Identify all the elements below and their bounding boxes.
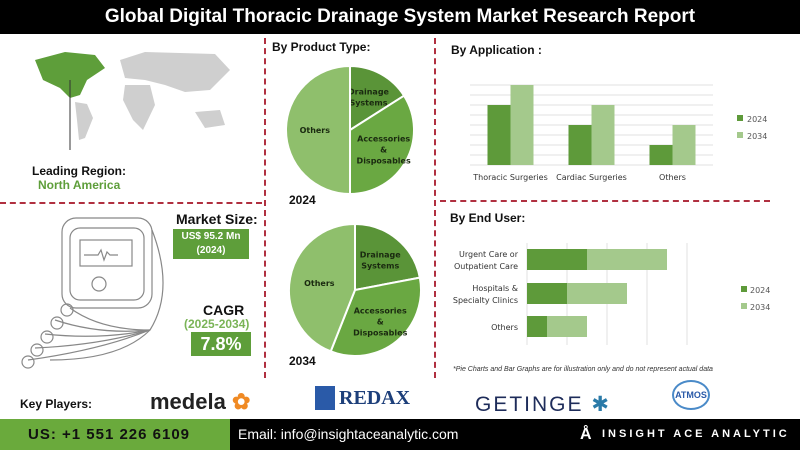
bar: [649, 145, 673, 165]
disclaimer-note: *Pie Charts and Bar Graphs are for illus…: [453, 366, 713, 373]
cagr-period: (2025-2034): [184, 317, 250, 331]
product-type-title: By Product Type:: [272, 40, 371, 54]
legend-label: 2024: [750, 286, 770, 295]
atmos-logo: ATMOS: [672, 380, 710, 410]
pie-slice: [288, 222, 356, 353]
pie-slice: [349, 94, 415, 196]
market-size-value: US$ 95.2 Mn: [181, 231, 241, 242]
pie-slice: [349, 64, 406, 132]
market-size-year: (2024): [196, 245, 226, 256]
key-players-label: Key Players:: [20, 397, 93, 411]
bar: [527, 283, 567, 304]
footer-phone: US: +1 551 226 6109: [0, 419, 230, 450]
application-bar-chart: Thoracic Surgeries Cardiac Surgeries Other…: [470, 84, 767, 182]
pie-label: Drainage: [360, 250, 402, 259]
pie-label: Systems: [361, 261, 399, 270]
bar: [487, 105, 511, 165]
legend-label: 2034: [750, 303, 770, 312]
pie-label: Accessories: [357, 134, 410, 143]
pie-label: &: [377, 318, 384, 327]
market-size-box: US$ 95.2 Mn (2024): [173, 229, 249, 259]
pie-label: Accessories: [354, 307, 407, 316]
pie-slice: [285, 64, 351, 196]
bar: [547, 316, 587, 337]
product-type-pies: Drainage Systems Accessories & Disposables Ot…: [285, 64, 422, 357]
world-map-icon: [35, 52, 230, 150]
category-label: Specialty Clinics: [453, 296, 518, 305]
cagr-value: 7.8%: [191, 332, 251, 356]
divider: [434, 38, 436, 378]
drainage-device-icon: [21, 217, 164, 369]
category-label: Hospitals &: [472, 284, 518, 293]
bar: [527, 316, 547, 337]
pie-year-2024: 2024: [289, 193, 316, 207]
pie-label: Others: [304, 279, 335, 288]
market-size-label: Market Size:: [176, 211, 258, 227]
category-label: Others: [491, 323, 518, 332]
category-label: Outpatient Care: [454, 262, 518, 271]
category-label: Cardiac Surgeries: [556, 173, 627, 182]
pie-label: Others: [300, 126, 331, 135]
legend-label: 2034: [747, 132, 767, 141]
brand-logo-icon: Å: [580, 426, 592, 443]
legend-swatch: [741, 303, 747, 309]
legend-swatch: [737, 115, 743, 121]
pie-label: Systems: [349, 98, 387, 107]
end-user-bar-chart: Urgent Care or Outpatient Care Hospitals &…: [453, 243, 770, 345]
category-label: Others: [659, 173, 686, 182]
bar: [510, 85, 534, 165]
report-title: Global Digital Thoracic Drainage System …: [0, 0, 800, 34]
legend-swatch: [737, 132, 743, 138]
application-title: By Application :: [451, 43, 542, 57]
bar: [568, 125, 592, 165]
pie-label: Disposables: [357, 156, 411, 165]
legend-label: 2024: [747, 115, 767, 124]
bar: [672, 125, 696, 165]
pie-slice: [354, 222, 422, 292]
redax-logo: REDAX: [315, 386, 410, 410]
pie-slice: [329, 276, 422, 357]
footer-email: Email: info@insightaceanalytic.com: [238, 426, 459, 442]
footer-brand: INSIGHT ACE ANALYTIC: [602, 428, 790, 440]
pie-label: Disposables: [353, 329, 407, 338]
pie-label: Drainage: [348, 87, 390, 96]
divider: [0, 202, 262, 204]
category-label: Urgent Care or: [459, 250, 519, 259]
leading-region-label: Leading Region:: [32, 164, 126, 178]
bar: [587, 249, 667, 270]
end-user-title: By End User:: [450, 211, 526, 225]
divider: [440, 200, 770, 202]
getinge-logo: GETINGE ✱: [475, 393, 611, 416]
divider: [264, 38, 266, 378]
bar: [527, 249, 587, 270]
medela-logo: medela ✿: [150, 389, 251, 414]
bar: [591, 105, 615, 165]
category-label: Thoracic Surgeries: [472, 173, 548, 182]
legend-swatch: [741, 286, 747, 292]
leading-region-value: North America: [38, 178, 121, 192]
bar: [567, 283, 627, 304]
pie-year-2034: 2034: [289, 354, 316, 368]
footer-bar: Email: info@insightaceanalytic.com Å INS…: [230, 419, 800, 450]
cagr-label: CAGR: [203, 302, 245, 318]
pie-label: &: [380, 145, 387, 154]
